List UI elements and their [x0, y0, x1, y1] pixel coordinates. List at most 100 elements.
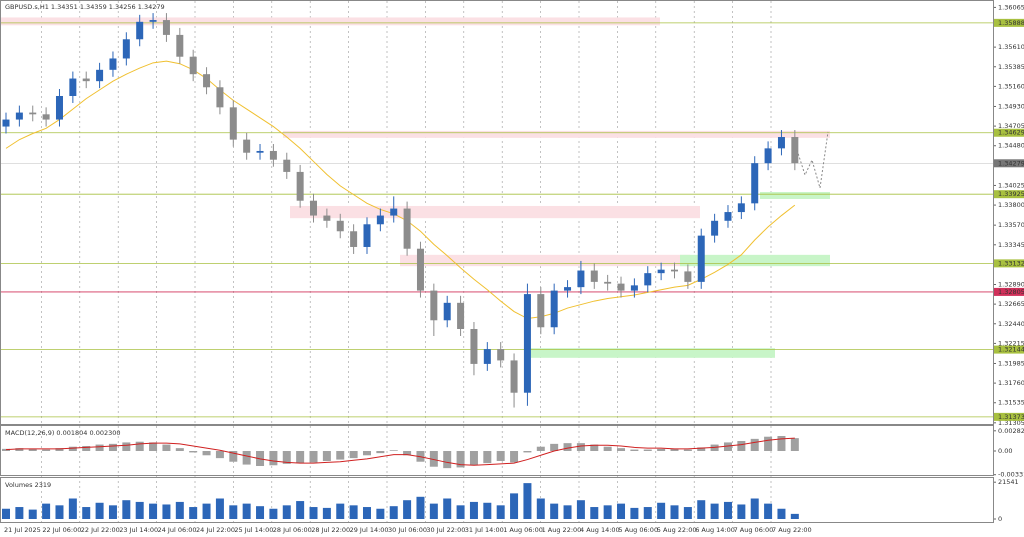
volume-bar: [2, 508, 10, 519]
y-tick-label: 1.32215: [998, 339, 1024, 347]
macd-bar: [95, 444, 104, 451]
volume-bar: [443, 498, 452, 519]
candle-body: [296, 171, 304, 201]
volume-bar: [510, 493, 519, 519]
level-tag: [994, 345, 1024, 354]
volume-bar: [376, 508, 385, 519]
macd-bar: [563, 443, 572, 451]
macd-bar: [242, 451, 251, 465]
volume-bar: [149, 503, 158, 519]
level-tag: [994, 412, 1024, 421]
macd-bar: [362, 451, 371, 456]
candle-body: [604, 281, 612, 284]
x-tick-label: 31 Jul 14:00: [465, 526, 504, 534]
volume-bar: [15, 507, 24, 519]
y-tick-label: 1.34480: [998, 142, 1024, 150]
macd-bar: [309, 451, 318, 463]
candle-body: [510, 360, 518, 393]
candle-body: [470, 329, 478, 364]
candle-body: [176, 34, 184, 57]
candle-body: [203, 74, 211, 88]
volume-bar: [108, 505, 117, 519]
macd-frame: [0, 425, 994, 476]
candle-body: [443, 302, 451, 321]
macd-bar: [429, 451, 438, 467]
macd-bar: [389, 450, 398, 451]
macd-bar: [282, 451, 291, 464]
volume-bar: [82, 507, 91, 519]
volume-bar: [496, 505, 505, 519]
candle-body: [671, 269, 678, 272]
volume-bar: [670, 505, 679, 519]
candle-body: [430, 290, 438, 321]
macd-bar: [376, 451, 385, 454]
macd-bar: [55, 448, 64, 451]
y-tick-label: 0.00: [998, 447, 1012, 455]
y-tick-label: 1.35385: [998, 63, 1024, 71]
volume-bar: [576, 500, 585, 519]
level-label: 1.35888: [998, 19, 1024, 27]
candle-body: [283, 159, 291, 172]
candle-body: [617, 283, 625, 291]
macd-bar: [403, 451, 412, 456]
candle-body: [2, 119, 10, 127]
level-label: 1.33132: [998, 259, 1024, 267]
macd-bar: [336, 451, 345, 460]
macd-bar: [790, 438, 799, 451]
candle-body: [29, 112, 37, 115]
candle-body: [590, 270, 598, 282]
macd-bar: [723, 442, 732, 451]
y-tick-label: -0.003318: [998, 471, 1024, 479]
volume-bar: [429, 503, 438, 519]
zone: [760, 191, 830, 199]
y-tick-label: 1.35160: [998, 82, 1024, 90]
volume-bar: [309, 507, 318, 519]
background-layer: [0, 1, 993, 523]
x-tick-label: 24 Jul 06:00: [158, 526, 197, 534]
candle-body: [697, 235, 705, 282]
volume-bar: [523, 483, 532, 519]
candle-body: [416, 248, 424, 291]
x-tick-label: 22 Jul 22:00: [81, 526, 120, 534]
candle-body: [149, 20, 157, 22]
macd-bar: [777, 436, 786, 451]
candle-body: [630, 285, 638, 291]
volume-bar: [456, 505, 465, 519]
level-tag: [994, 287, 1024, 296]
x-tick-label: 21 Jul 2025: [4, 526, 41, 534]
y-tick-label: 1.35610: [998, 43, 1024, 51]
volume-bar: [469, 501, 478, 519]
volume-bar: [590, 507, 599, 519]
volume-bar: [135, 501, 144, 519]
candle-body: [483, 349, 491, 364]
macd-bar: [536, 446, 545, 451]
level-tag: [994, 128, 1024, 137]
x-tick-label: 22 Jul 06:00: [42, 526, 81, 534]
zone: [290, 205, 700, 219]
candle-body: [243, 139, 251, 153]
macd-bar: [149, 442, 158, 451]
candle-body: [216, 87, 224, 108]
panel-title: GBPUSD.s,H1 1.34351 1.34359 1.34256 1.34…: [5, 3, 165, 11]
volume-bar: [723, 501, 732, 519]
macd-bar: [175, 448, 184, 451]
volume-bar: [483, 502, 492, 519]
volume-bar: [790, 513, 799, 519]
y-tick-label: 0: [998, 515, 1002, 523]
candle-body: [523, 294, 531, 393]
macd-bar: [550, 443, 559, 451]
y-tick-label: 1.33800: [998, 201, 1024, 209]
current-price-tag: [994, 159, 1024, 168]
candle-body: [403, 208, 411, 249]
candle-body: [644, 273, 652, 286]
macd-bar: [510, 451, 519, 463]
candle-body: [457, 302, 465, 330]
volume-bar: [95, 502, 104, 519]
volume-bar: [603, 505, 612, 519]
macd-bar: [657, 448, 666, 451]
current-price-label: 1.34279: [998, 159, 1024, 167]
volume-bar: [269, 508, 278, 519]
y-tick-label: 1.33345: [998, 241, 1024, 249]
candle-body: [564, 287, 572, 291]
